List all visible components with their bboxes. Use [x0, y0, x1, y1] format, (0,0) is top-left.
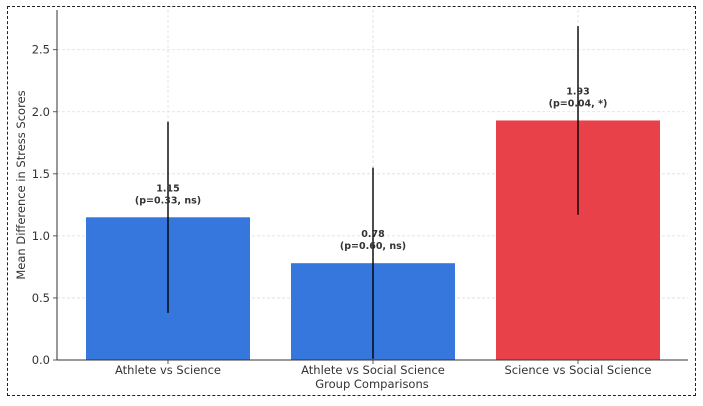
- data-label-note: (p=0.04, *): [549, 98, 608, 109]
- y-tick-label: 2.5: [32, 43, 50, 57]
- data-label-note: (p=0.33, ns): [135, 195, 201, 206]
- figure-border: [7, 6, 696, 396]
- y-axis-label: Mean Difference in Stress Scores: [14, 90, 28, 279]
- data-label-note: (p=0.60, ns): [340, 241, 406, 252]
- data-labels: 1.15(p=0.33, ns) 0.78(p=0.60, ns) 1.93(p=0…: [135, 86, 608, 252]
- data-label-value: 1.15: [156, 183, 179, 194]
- x-tick-label: Science vs Social Science: [504, 363, 651, 377]
- y-tick-label: 0.5: [32, 291, 50, 305]
- data-label-value: 0.78: [361, 229, 385, 240]
- axes: 0.0 0.5 1.0 1.5 2.0 2.5 Athlete vs Science Athl…: [32, 10, 688, 377]
- y-tick-label: 1.0: [32, 229, 50, 243]
- y-tick-label: 2.0: [32, 105, 50, 119]
- x-tick-label: Athlete vs Science: [115, 363, 221, 377]
- data-label-value: 1.93: [566, 86, 589, 97]
- y-tick-label: 1.5: [32, 167, 50, 181]
- y-tick-label: 0.0: [32, 353, 50, 367]
- x-tick-label: Athlete vs Social Science: [301, 363, 445, 377]
- error-bars: [167, 26, 579, 359]
- x-axis-label: Group Comparisons: [315, 377, 429, 391]
